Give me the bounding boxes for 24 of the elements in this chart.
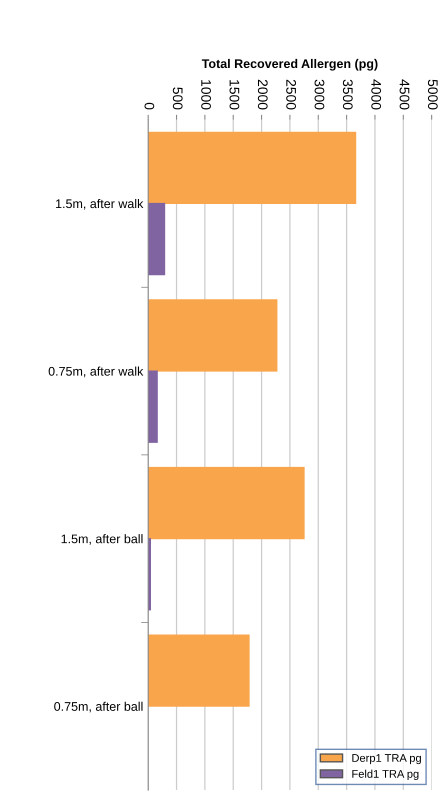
- y-tick-label: 0.75m, after walk: [48, 366, 144, 378]
- x-tick-label: 2500: [286, 80, 296, 110]
- x-tick-label: 2000: [258, 80, 268, 110]
- x-tick-label: 4500: [400, 79, 410, 110]
- bar: [148, 299, 278, 372]
- bar: [148, 202, 166, 276]
- y-tick-label: 1.5m, after walk: [56, 198, 144, 210]
- bar: [148, 634, 250, 707]
- x-tick-label: 4000: [371, 79, 382, 110]
- bar: [148, 370, 158, 443]
- x-tick-label: 500: [172, 87, 183, 110]
- y-tick-label: 0.75m, after ball: [54, 702, 142, 712]
- x-tick-label: 1000: [201, 80, 211, 110]
- bar: [148, 132, 356, 204]
- y-tick-label: 1.5m, after ball: [62, 534, 142, 545]
- x-tick-label: 3500: [342, 80, 353, 110]
- bar: [148, 466, 305, 540]
- legend-label: Derp1 TRA pg: [352, 754, 421, 764]
- x-axis-title: Total Recovered Allergen (pg): [202, 58, 378, 71]
- x-tick-label: 5000: [428, 80, 438, 110]
- x-tick-label: 1500: [229, 80, 240, 110]
- x-tick-label: 3000: [314, 80, 324, 110]
- x-tick-label: 0: [144, 102, 154, 110]
- legend-label: Feld1 TRA pg: [352, 770, 418, 780]
